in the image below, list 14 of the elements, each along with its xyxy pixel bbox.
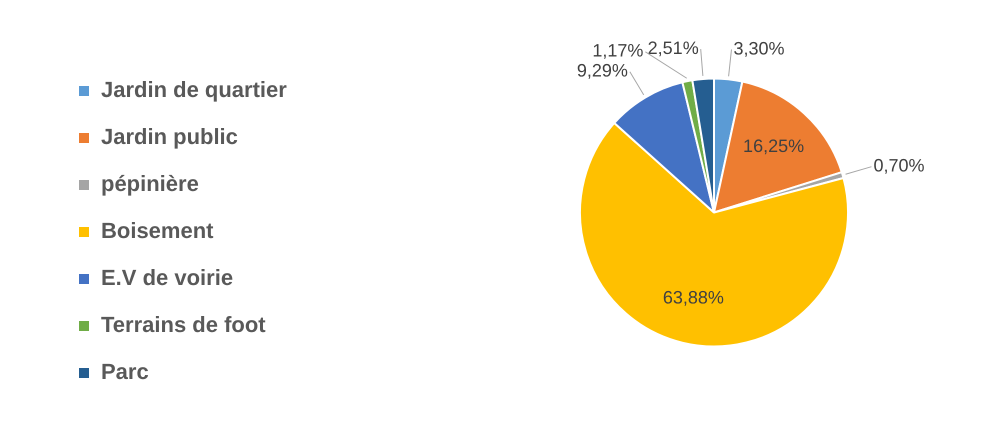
data-label: 0,70% (873, 156, 925, 176)
data-label: 3,30% (733, 38, 785, 58)
legend-label: E.V de voirie (101, 265, 234, 290)
legend-label: Jardin de quartier (101, 77, 288, 102)
data-label: 16,25% (743, 136, 804, 156)
data-label: 2,51% (648, 38, 699, 58)
legend-label: Parc (101, 359, 149, 384)
legend-label: pépinière (101, 171, 199, 196)
data-label: 63,88% (662, 287, 724, 308)
data-label: 1,17% (592, 40, 644, 61)
legend-label: Boisement (101, 218, 214, 244)
legend-label: Jardin public (101, 124, 238, 150)
legend-label: Terrains de foot (101, 312, 266, 338)
data-label: 9,29% (576, 60, 628, 81)
